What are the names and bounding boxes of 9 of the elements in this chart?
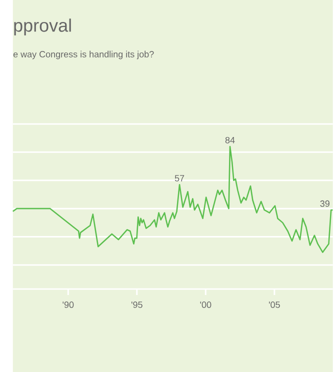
x-tick-label: '90 bbox=[62, 302, 74, 308]
chart-title: pproval bbox=[14, 18, 72, 36]
x-tick-label: '05 bbox=[269, 302, 280, 308]
chart-subtitle: e way Congress is handling its job? bbox=[14, 50, 154, 60]
x-tick-label: '00 bbox=[200, 302, 212, 308]
data-label: 39 bbox=[320, 200, 330, 207]
data-label: 57 bbox=[175, 175, 184, 182]
data-label: 84 bbox=[226, 136, 235, 144]
x-tick-label: '95 bbox=[132, 302, 143, 308]
